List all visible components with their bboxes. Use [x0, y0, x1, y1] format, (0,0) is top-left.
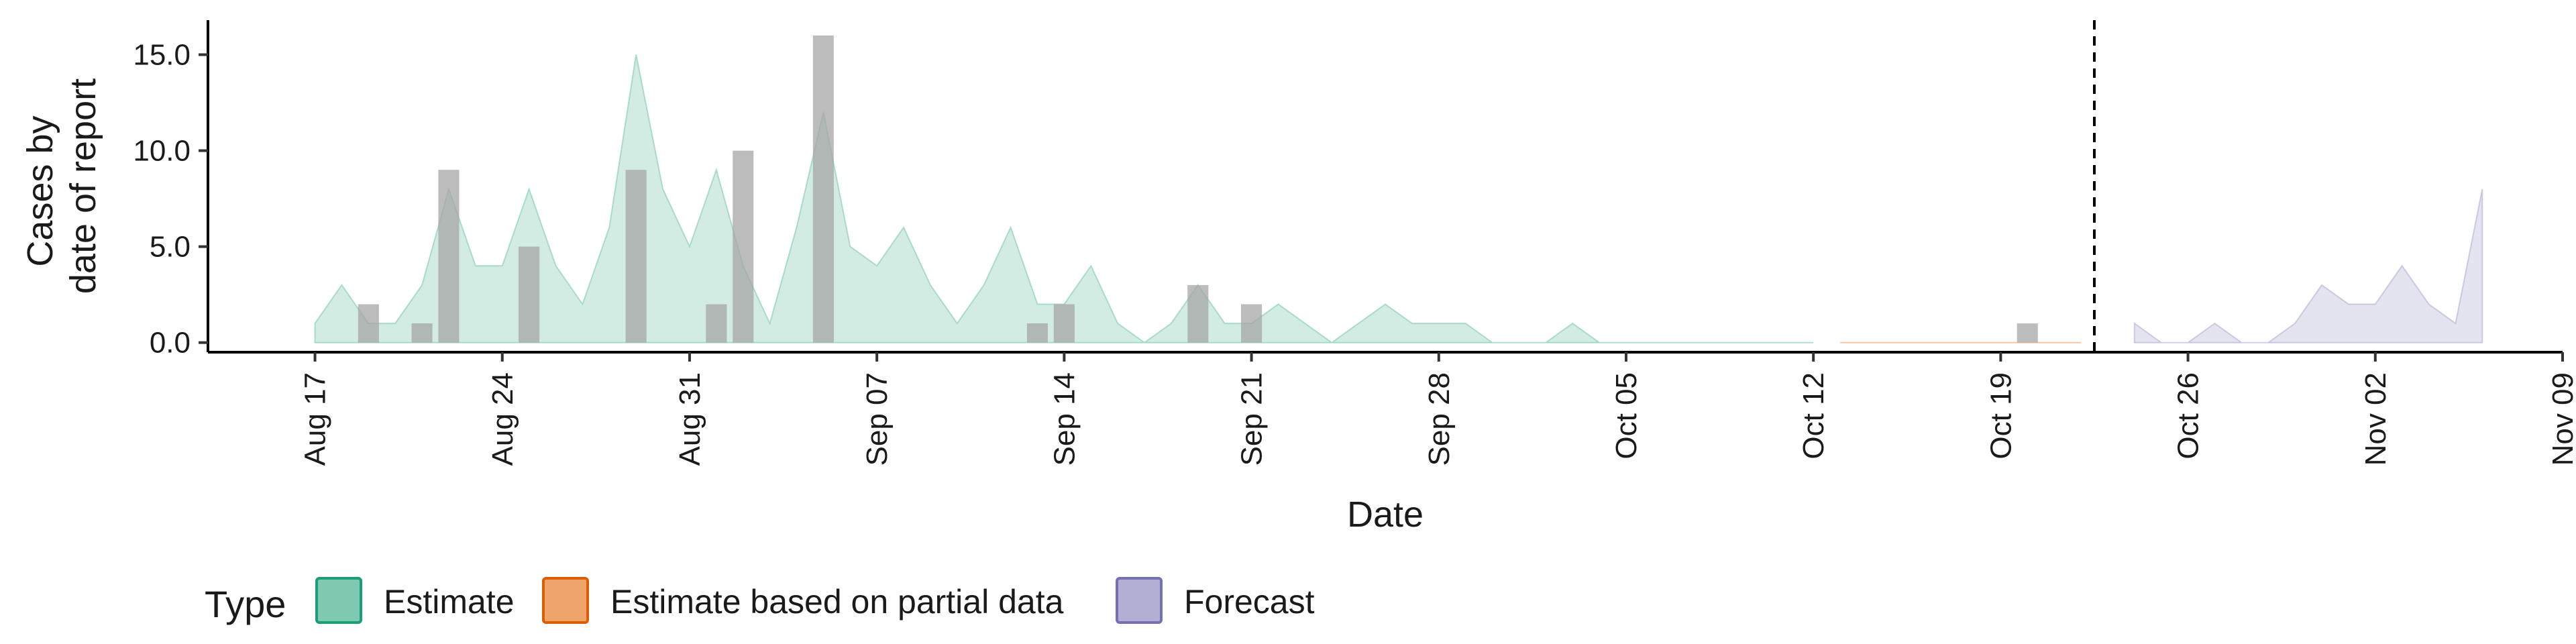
observed-case-bars: [358, 35, 2038, 343]
x-axis-title: Date: [1347, 494, 1424, 535]
y-tick-label: 10.0: [133, 135, 191, 168]
observed-bar-11: [1241, 304, 1263, 343]
y-tick-label: 5.0: [150, 231, 191, 264]
legend-title: Type: [205, 583, 286, 625]
legend-label-forecast: Forecast: [1184, 583, 1315, 621]
x-tick-label: Aug 24: [486, 372, 519, 466]
legend: Type Estimate Estimate based on partial d…: [205, 577, 1315, 625]
observed-bar-6: [733, 150, 754, 343]
y-axis-title-line-2: date of report: [63, 78, 103, 294]
x-tick-label: Sep 07: [861, 372, 894, 466]
y-axis-title: Cases by date of report: [20, 78, 103, 294]
legend-swatch-forecast: [1116, 577, 1163, 624]
observed-bar-1: [411, 323, 433, 343]
legend-label-estimate: Estimate: [384, 583, 515, 621]
legend-label-partial: Estimate based on partial data: [610, 583, 1064, 621]
y-tick-label: 0.0: [150, 327, 191, 360]
x-tick-label: Oct 26: [2172, 372, 2205, 460]
area-series-2: [2133, 189, 2483, 343]
observed-bar-0: [358, 304, 379, 343]
x-tick-label: Aug 31: [674, 372, 706, 466]
x-tick-label: Sep 21: [1236, 372, 1269, 466]
x-tick-label: Oct 05: [1610, 372, 1643, 460]
x-tick-label: Sep 14: [1048, 372, 1081, 466]
x-tick-label: Oct 19: [1984, 372, 2017, 460]
x-tick-label: Sep 28: [1423, 372, 1456, 466]
observed-bar-10: [1187, 284, 1209, 343]
observed-bar-12: [2017, 323, 2038, 343]
observed-bar-4: [625, 170, 647, 343]
observed-bar-3: [519, 246, 540, 343]
legend-swatch-estimate: [315, 577, 362, 624]
x-tick-label: Nov 09: [2546, 372, 2576, 466]
y-tick-label: 15.0: [133, 39, 191, 72]
x-tick-label: Nov 02: [2359, 372, 2392, 466]
x-tick-label: Oct 12: [1797, 372, 1830, 460]
observed-bar-7: [812, 35, 834, 343]
area-series-0: [314, 54, 1814, 343]
y-axis-ticks: 0.0 5.0 10.0 15.0: [133, 39, 208, 360]
observed-bar-9: [1053, 304, 1075, 343]
observed-bar-5: [706, 304, 727, 343]
axes: [207, 20, 2563, 354]
legend-swatch-partial: [542, 577, 589, 624]
observed-bar-8: [1026, 323, 1048, 343]
y-axis-title-line-1: Cases by: [20, 115, 60, 266]
observed-bar-2: [438, 170, 460, 343]
x-tick-label: Aug 17: [299, 372, 332, 466]
x-axis-ticks: Aug 17 Aug 24 Aug 31 Sep 07 Sep 14 Sep 21 Sep …: [299, 352, 2576, 466]
